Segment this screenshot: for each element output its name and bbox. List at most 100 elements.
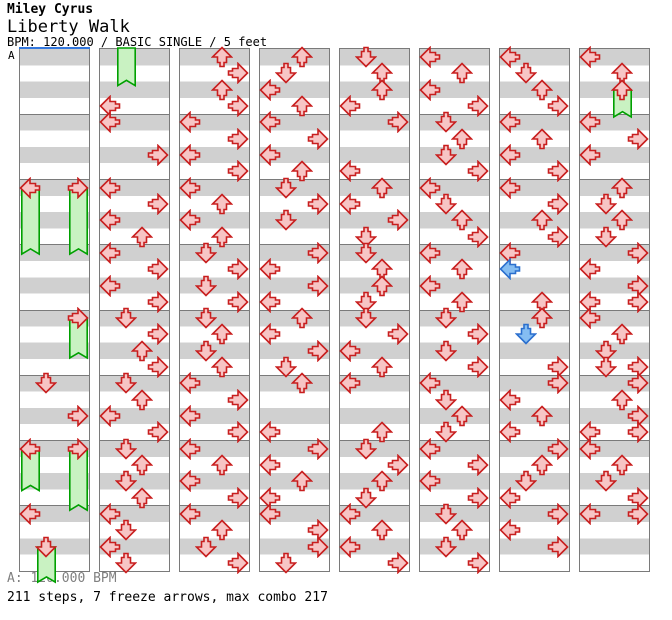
note-arrow-down-blue [515,324,537,346]
note-arrow-right [227,290,249,313]
note-arrow-left [179,111,201,134]
measure-line [580,374,649,376]
note-arrow-right [467,95,489,118]
note-arrow-down [355,242,377,264]
note-arrow-up [451,291,473,313]
note-arrow-left [179,470,201,493]
note-arrow-down [275,356,297,378]
note-arrow-up [451,519,473,541]
note-arrow-up [371,356,393,378]
note-arrow-left [99,241,121,264]
note-arrow-up [371,421,393,443]
note-arrow-right [627,372,649,395]
note-arrow-right [467,323,489,346]
measure-line [340,440,409,441]
note-arrow-up [211,193,233,215]
note-arrow-up [451,128,473,150]
measure-line [20,113,89,115]
measure-line [100,244,169,246]
chart-panel-6 [419,46,490,574]
note-arrow-right [627,421,649,444]
note-arrow-up [211,323,233,345]
artist-name: Miley Cyrus [7,2,94,17]
measure-line [20,505,89,507]
note-arrow-left [99,502,121,525]
note-arrow-down [435,193,457,215]
note-arrow-left [179,209,201,232]
measure-line [340,374,409,376]
note-arrow-left [579,421,601,444]
note-arrow-right [227,62,249,85]
note-arrow-down [355,487,377,509]
note-arrow-up [611,323,633,345]
note-arrow-right [467,551,489,574]
measure-line [340,244,409,246]
chart-panel-5 [339,46,410,574]
measure-line [420,244,489,246]
note-arrow-right [227,421,249,444]
bpm-marker-label: A [8,49,15,62]
note-arrow-right [387,209,409,232]
measure-line [20,179,89,180]
measure-line [260,374,329,376]
note-arrow-up [211,46,233,68]
note-arrow-down [435,144,457,166]
note-arrow-up [611,177,633,198]
measure-line [580,309,649,311]
note-arrow-down [195,242,217,264]
note-arrow-right [227,258,249,281]
measure-line [20,374,89,376]
note-arrow-left [179,502,201,525]
footer-bpm-text: A: 120.000 BPM [7,571,117,586]
note-arrow-right-freeze-head [67,437,89,460]
note-arrow-up [451,209,473,231]
note-arrow-left [419,241,441,264]
measure-line [180,244,249,246]
note-arrow-left [99,95,121,118]
chart-panel-3 [179,46,250,574]
chart-panel-8 [579,46,650,572]
note-arrow-up [531,209,553,231]
note-arrow-up [291,160,313,182]
note-arrow-up [611,389,633,411]
note-arrow-left [99,176,121,199]
measure-line [420,113,489,115]
measure-line [260,440,329,441]
measure-line [100,440,169,441]
note-arrow-up [451,258,473,280]
note-arrow-right [307,192,329,215]
note-arrow-right [307,519,329,542]
note-arrow-left [259,78,281,101]
note-arrow-down [435,307,457,329]
measure-line [20,440,89,441]
note-arrow-left [419,46,441,69]
note-arrow-left [419,176,441,199]
note-arrow-left [99,274,121,297]
note-arrow-right [387,111,409,134]
note-arrow-down [195,340,217,362]
measure-line [180,374,249,376]
note-arrow-left [499,144,521,167]
measure-line [180,113,249,115]
note-arrow-down [595,340,617,362]
note-arrow-up [211,356,233,378]
note-arrow-down [435,389,457,411]
measure-line [260,505,329,507]
measure-line [500,113,569,115]
note-arrow-left [579,46,601,69]
chart-panel-1 [19,47,90,584]
note-arrow-left [579,258,601,281]
note-arrow-right [627,241,649,264]
note-arrow-right [627,405,649,428]
note-arrow-up [371,79,393,101]
note-arrow-right [307,437,329,460]
note-arrow-right [547,356,569,379]
note-arrow-left [99,535,121,558]
note-arrow-right [467,486,489,509]
note-arrow-left [19,502,41,525]
note-arrow-up [531,79,553,101]
note-arrow-left [179,405,201,428]
note-arrow-right [547,437,569,460]
note-arrow-left [339,339,361,362]
note-arrow-left [179,176,201,199]
